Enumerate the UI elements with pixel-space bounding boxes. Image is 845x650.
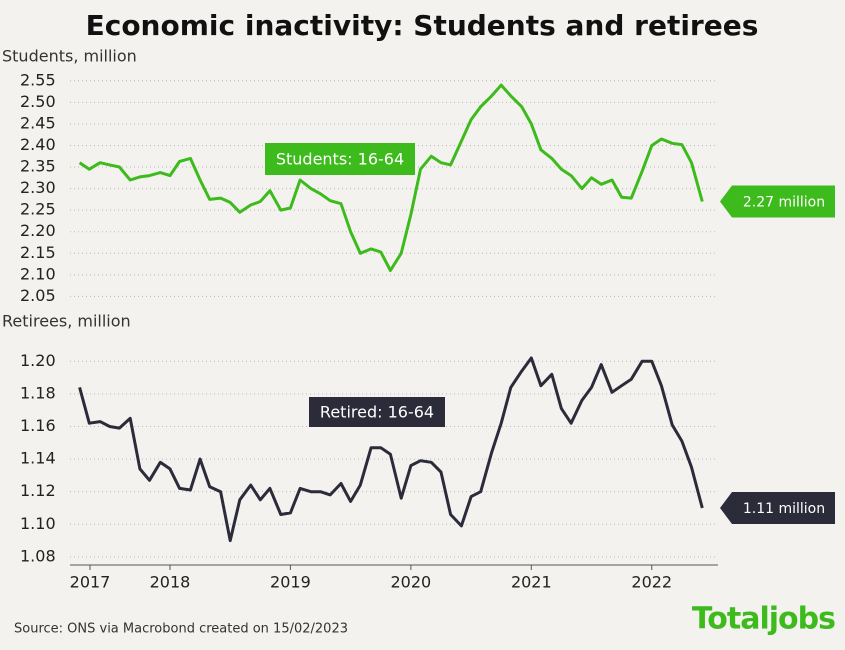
data-line (78, 83, 704, 272)
y-axis-label: Students, million (2, 47, 137, 66)
brand-logo: Totaljobs (692, 602, 835, 637)
x-tick-label: 2020 (391, 573, 432, 592)
y-tick-label: 2.05 (20, 286, 56, 305)
annotation-box (309, 397, 445, 427)
y-tick-label: 1.08 (20, 546, 56, 565)
y-tick-label: 1.10 (20, 514, 56, 533)
end-label-box (720, 185, 835, 218)
y-tick-label: 2.45 (20, 113, 56, 132)
y-tick-label: 2.40 (20, 135, 56, 154)
x-tick-label: 2017 (70, 573, 111, 592)
source: Source: ONS via Macrobond created on 15/… (14, 622, 348, 637)
y-tick-label: 1.18 (20, 383, 56, 402)
y-tick-label: 2.25 (20, 200, 56, 219)
end-label: 1.11 million (743, 501, 825, 517)
y-tick-label: 1.20 (20, 351, 56, 370)
chart-title: Economic inactivity: Students and retire… (86, 9, 759, 42)
y-tick-label: 2.10 (20, 264, 56, 283)
y-tick-label: 1.12 (20, 481, 56, 500)
y-tick-label: 1.14 (20, 449, 56, 468)
y-tick-label: 2.50 (20, 92, 56, 111)
y-tick-label: 2.30 (20, 178, 56, 197)
y-tick-label: 2.15 (20, 243, 56, 262)
annotation: Retired: 16-64 (320, 403, 434, 422)
x-tick-label: 2018 (150, 573, 191, 592)
x-tick-label: 2019 (270, 573, 311, 592)
annotation: Students: 16-64 (276, 150, 404, 169)
y-axis-label: Retirees, million (2, 312, 131, 331)
annotation-box (265, 143, 415, 175)
y-tick-label: 2.35 (20, 157, 56, 176)
x-tick-label: 2022 (631, 573, 672, 592)
x-tick-label: 2021 (511, 573, 552, 592)
data-line (78, 356, 704, 543)
y-tick-label: 2.55 (20, 70, 56, 89)
end-label-box (720, 491, 835, 524)
y-tick-label: 1.16 (20, 416, 56, 435)
end-label: 2.27 million (743, 195, 825, 211)
y-tick-label: 2.20 (20, 221, 56, 240)
